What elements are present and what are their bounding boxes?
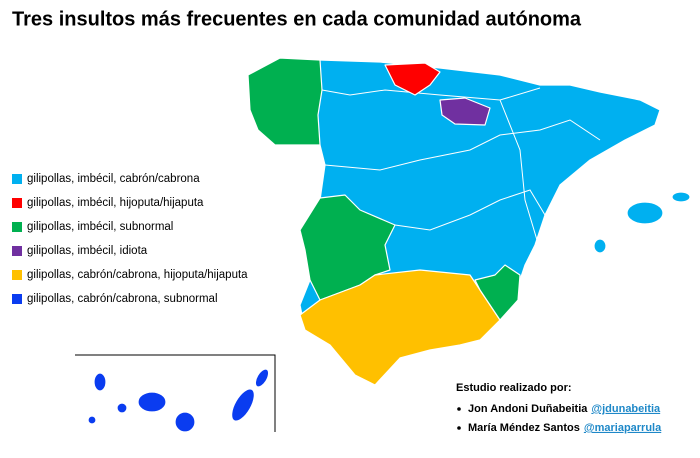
region	[231, 388, 255, 422]
canary-islands	[87, 368, 270, 433]
region	[93, 372, 107, 392]
credits: Estudio realizado por: Jon Andoni Duñabe…	[456, 382, 662, 434]
legend-label: gilipollas, imbécil, hijoputa/hijaputa	[27, 197, 204, 209]
legend-swatch	[12, 294, 22, 304]
title: Tres insultos más frecuentes en cada com…	[12, 8, 582, 30]
legend-swatch	[12, 198, 22, 208]
legend-swatch	[12, 246, 22, 256]
legend-label: gilipollas, imbécil, cabrón/cabrona	[27, 173, 200, 185]
legend-swatch	[12, 174, 22, 184]
bullet	[457, 407, 461, 411]
author-handle: @mariaparrula	[584, 422, 662, 434]
region	[439, 97, 491, 126]
legend-label: gilipollas, cabrón/cabrona, hijoputa/hij…	[27, 269, 248, 281]
spain-map	[75, 57, 691, 433]
bullet	[457, 426, 461, 430]
border	[499, 99, 541, 251]
region	[299, 269, 501, 386]
region	[116, 402, 128, 414]
legend-swatch	[12, 222, 22, 232]
region	[247, 57, 323, 146]
legend-swatch	[12, 270, 22, 280]
region	[137, 391, 167, 413]
region	[474, 264, 521, 321]
border	[394, 189, 546, 231]
region	[593, 238, 607, 254]
region	[671, 191, 691, 203]
canary-frame	[75, 354, 276, 432]
region	[384, 62, 441, 96]
legend-label: gilipollas, imbécil, subnormal	[27, 221, 173, 233]
author-handle: @jdunabeitia	[591, 403, 661, 415]
border	[324, 119, 601, 171]
region	[174, 411, 196, 433]
legend-label: gilipollas, imbécil, idiota	[27, 245, 148, 257]
legend: gilipollas, imbécil, cabrón/cabrona gilip…	[12, 173, 248, 305]
author-name: Jon Andoni Duñabeitia	[468, 403, 588, 415]
region	[87, 415, 97, 425]
legend-label: gilipollas, cabrón/cabrona, subnormal	[27, 293, 218, 305]
region	[254, 368, 270, 388]
credits-heading: Estudio realizado por:	[456, 382, 572, 394]
author-name: María Méndez Santos	[468, 422, 580, 434]
region	[626, 201, 664, 225]
